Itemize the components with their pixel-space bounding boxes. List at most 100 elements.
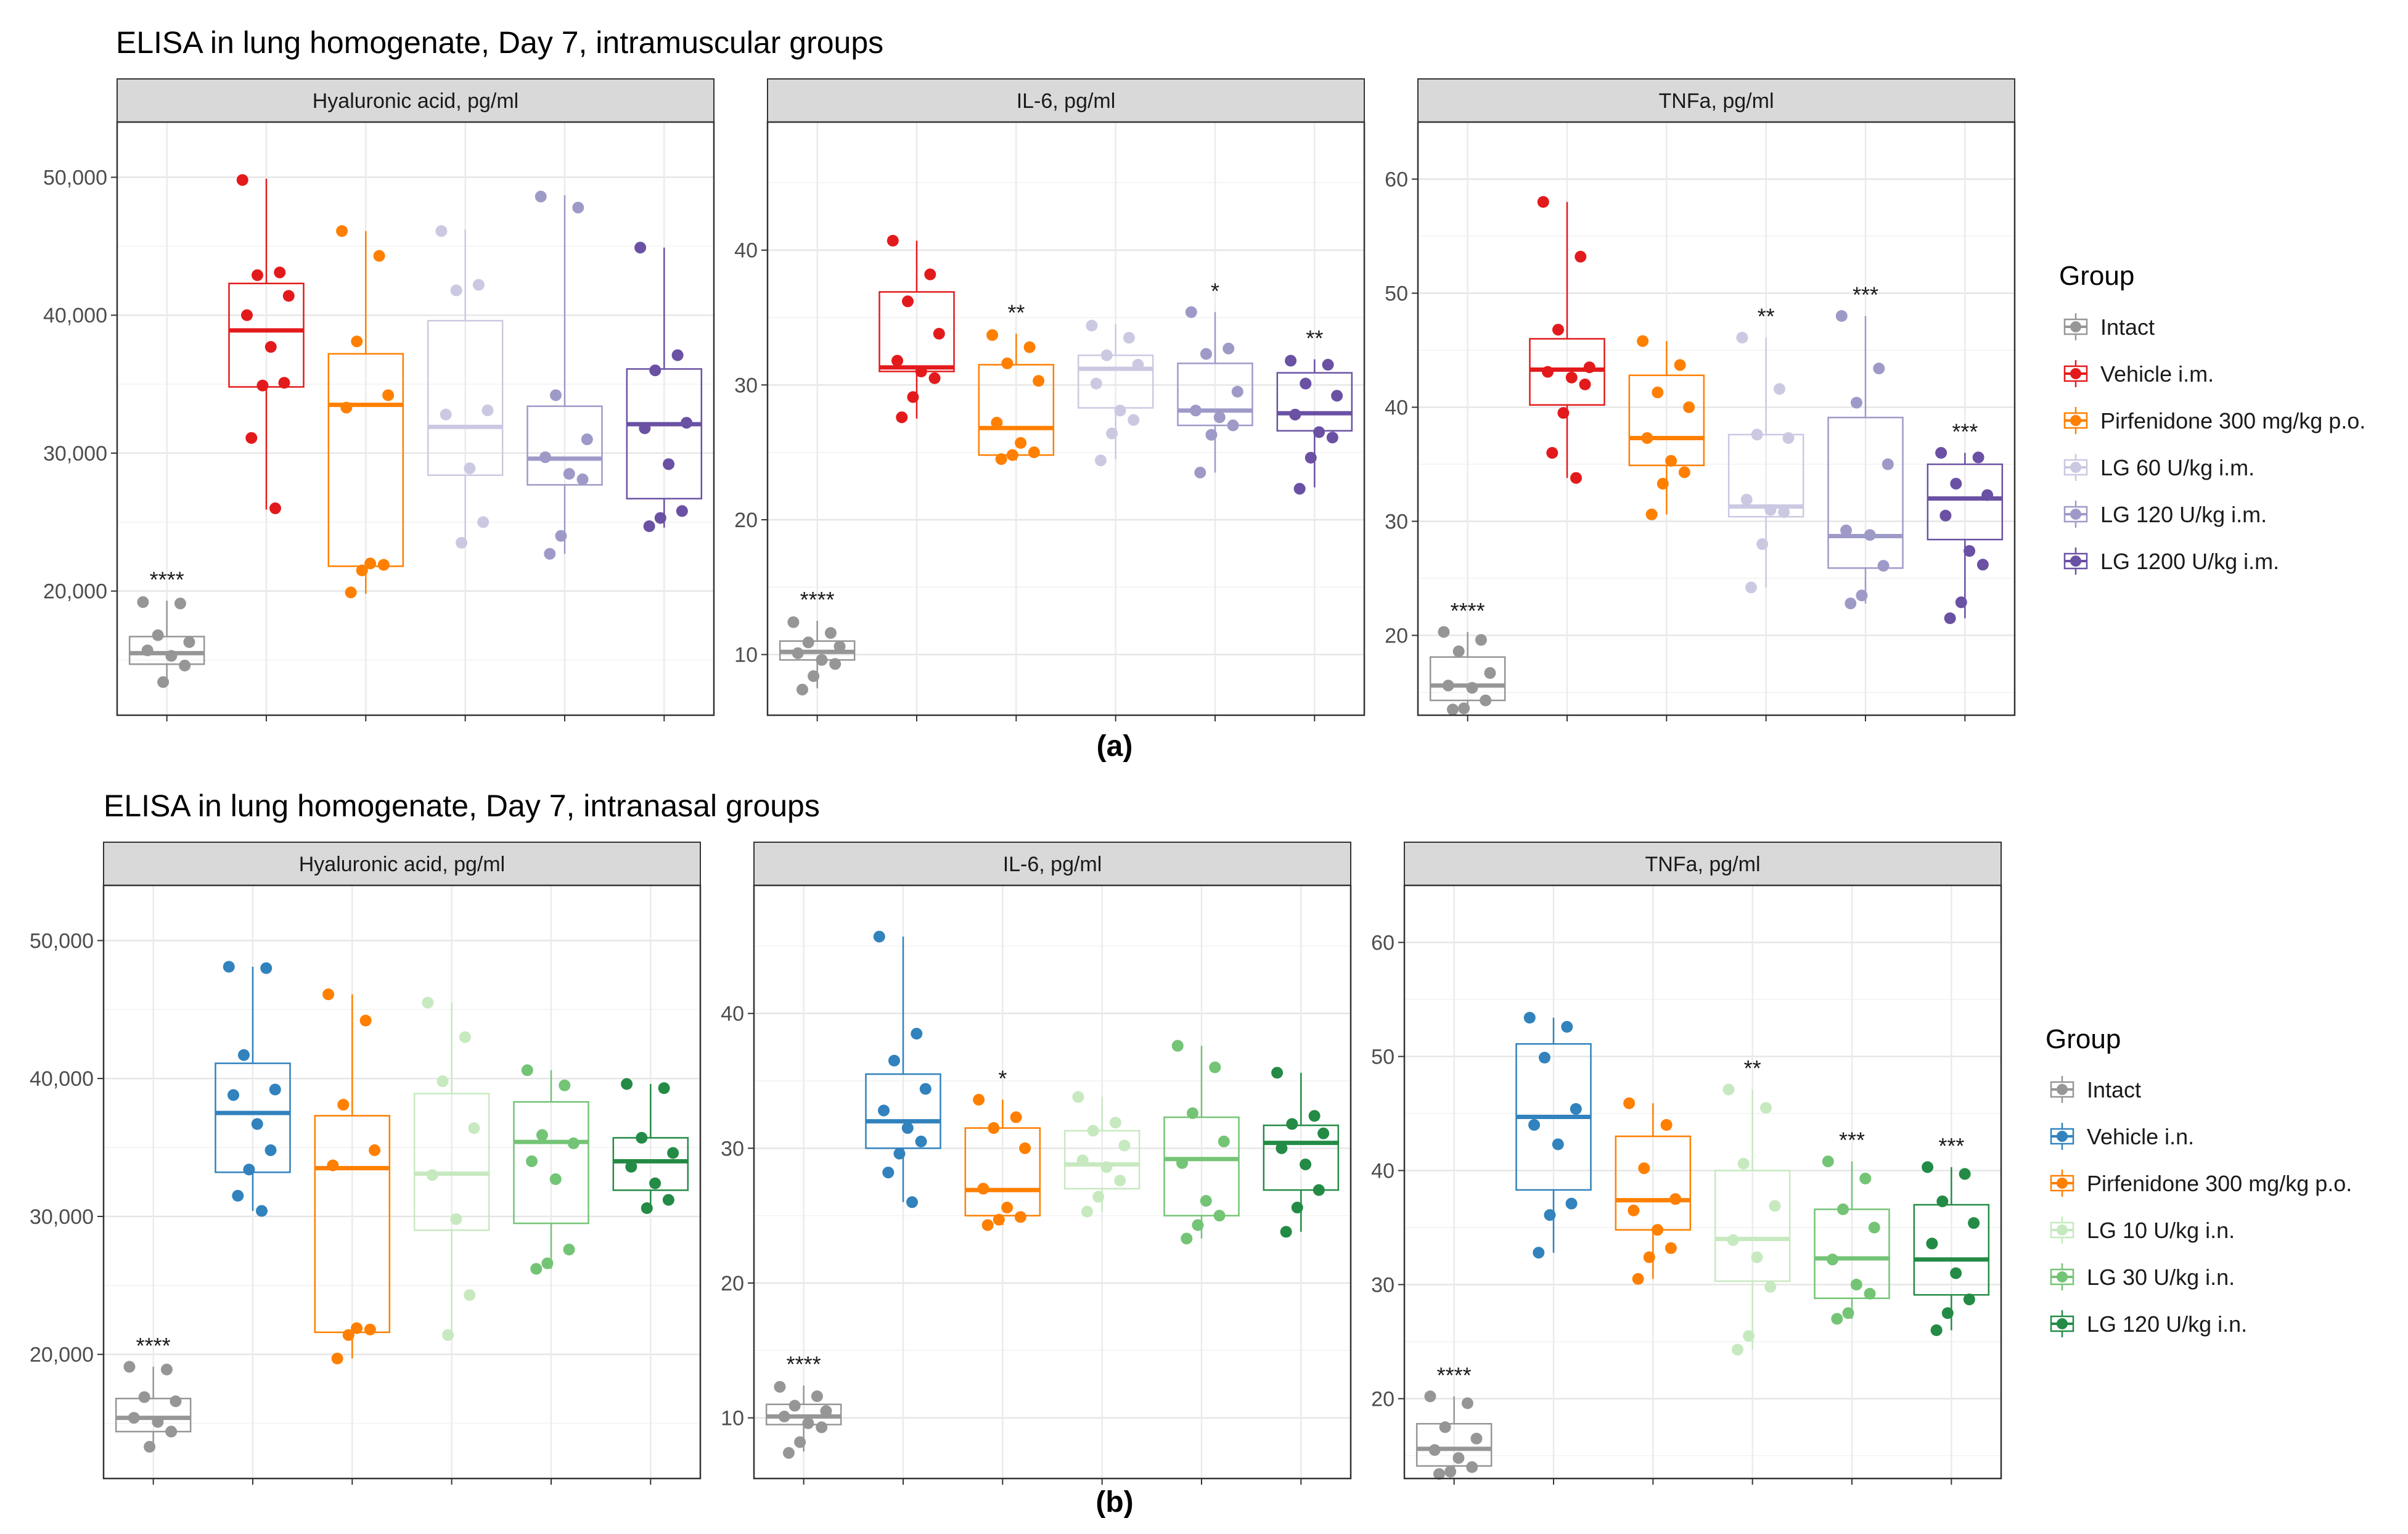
group-5: *** — [1827, 282, 1904, 610]
data-point — [1552, 324, 1564, 336]
legend-key-point — [2057, 1178, 2068, 1189]
data-point — [1751, 1251, 1763, 1263]
y-tick-label: 20,000 — [43, 580, 107, 604]
data-point — [269, 502, 282, 514]
data-point — [796, 683, 808, 695]
box — [1913, 1204, 1990, 1296]
data-point — [157, 676, 170, 688]
data-point — [667, 1147, 679, 1159]
data-point — [1669, 1193, 1682, 1205]
data-point — [991, 417, 1003, 429]
data-point — [377, 559, 390, 571]
data-point — [245, 432, 258, 444]
legend-key-point — [2070, 509, 2081, 520]
data-point — [241, 309, 253, 321]
legend-key-point — [2070, 462, 2081, 473]
legend-entry-label: Vehicle i.m. — [2100, 361, 2214, 387]
legend-a-entries: Intact Vehicle i.m. Pirfenidone 300 mg/kg … — [2062, 313, 2365, 575]
box — [1177, 363, 1253, 427]
data-point — [1475, 634, 1487, 646]
box — [1163, 1116, 1240, 1216]
data-point — [536, 1129, 548, 1141]
data-point — [534, 191, 547, 203]
figure-a-legend: Group Intact Vehicle i.m. Pirfenidone 300 … — [2059, 261, 2365, 575]
data-point — [1930, 1324, 1943, 1336]
data-point — [924, 268, 936, 281]
box — [1429, 656, 1506, 702]
y-tick-label: 40 — [1385, 396, 1408, 420]
data-point — [152, 629, 164, 641]
figure-b-caption: (b) — [1095, 1486, 1133, 1519]
data-point — [993, 1213, 1005, 1226]
data-point — [440, 408, 452, 420]
legend-entry-4: LG 60 U/kg i.m. — [2062, 454, 2254, 481]
data-point — [223, 961, 235, 973]
y-tick-label: 60 — [1385, 168, 1408, 192]
legend-key-point — [2057, 1224, 2068, 1236]
data-point — [1293, 483, 1306, 495]
data-point — [237, 1049, 250, 1061]
panel-border — [1417, 121, 2016, 716]
y-tick-label: 20 — [1385, 625, 1408, 648]
significance-label: ** — [1744, 1056, 1761, 1081]
data-point — [901, 295, 914, 308]
data-point — [1665, 454, 1677, 467]
group-5: * — [1177, 278, 1253, 478]
data-point — [1019, 1142, 1031, 1154]
data-point — [1840, 524, 1853, 536]
y-tick-label: 40,000 — [30, 1067, 94, 1091]
data-point — [1100, 1161, 1113, 1173]
significance-label: *** — [1839, 1128, 1865, 1153]
box — [427, 319, 504, 476]
box — [513, 1101, 589, 1224]
data-point — [351, 1322, 363, 1334]
data-point — [1086, 319, 1098, 332]
data-point — [792, 647, 804, 659]
data-point — [1014, 1211, 1026, 1223]
y-tick-label: 30 — [1385, 511, 1408, 534]
significance-label: *** — [1938, 1133, 1964, 1159]
data-point — [141, 644, 154, 657]
data-point — [264, 341, 277, 353]
data-point — [1092, 1191, 1105, 1203]
data-point — [1856, 589, 1868, 602]
y-tick-label: 40 — [734, 239, 758, 263]
data-point — [774, 1380, 786, 1393]
data-point — [1922, 1161, 1934, 1173]
data-point — [816, 654, 828, 666]
legend-entry-label: Intact — [2100, 314, 2155, 340]
data-point — [1076, 1154, 1089, 1167]
data-point — [811, 1390, 823, 1403]
group-3 — [327, 225, 404, 599]
legend-entry-label: LG 1200 U/kg i.m. — [2100, 549, 2279, 574]
data-point — [1015, 437, 1027, 449]
data-point — [1751, 429, 1763, 441]
legend-entry-label: LG 60 U/kg i.m. — [2100, 455, 2254, 480]
significance-label: * — [1211, 278, 1219, 303]
panel-strip-label: Hyaluronic acid, pg/ml — [299, 853, 505, 876]
data-point — [981, 1219, 994, 1231]
y-tick-label: 40 — [721, 1003, 744, 1026]
group-1: **** — [779, 587, 856, 695]
data-point — [581, 433, 593, 446]
data-point — [911, 1028, 923, 1040]
data-point — [1641, 432, 1653, 444]
data-point — [1171, 1040, 1184, 1052]
data-point — [1023, 341, 1036, 353]
data-point — [123, 1361, 136, 1373]
legend-entry-5: LG 120 U/kg i.m. — [2062, 501, 2267, 528]
data-point — [1544, 1209, 1556, 1221]
data-point — [1850, 1279, 1862, 1290]
panel-1: Hyaluronic acid, pg/ml 20,000 30,000 40,000… — [30, 842, 702, 1485]
data-point — [1769, 1200, 1781, 1212]
data-point — [928, 372, 941, 384]
data-point — [450, 1213, 462, 1225]
data-point — [671, 349, 684, 361]
data-point — [1976, 559, 1989, 571]
figure-a: ELISA in lung homogenate, Day 7, intramu… — [43, 25, 2365, 763]
data-point — [481, 404, 494, 417]
panel-1: Hyaluronic acid, pg/ml 20,000 30,000 40,000… — [43, 78, 715, 721]
